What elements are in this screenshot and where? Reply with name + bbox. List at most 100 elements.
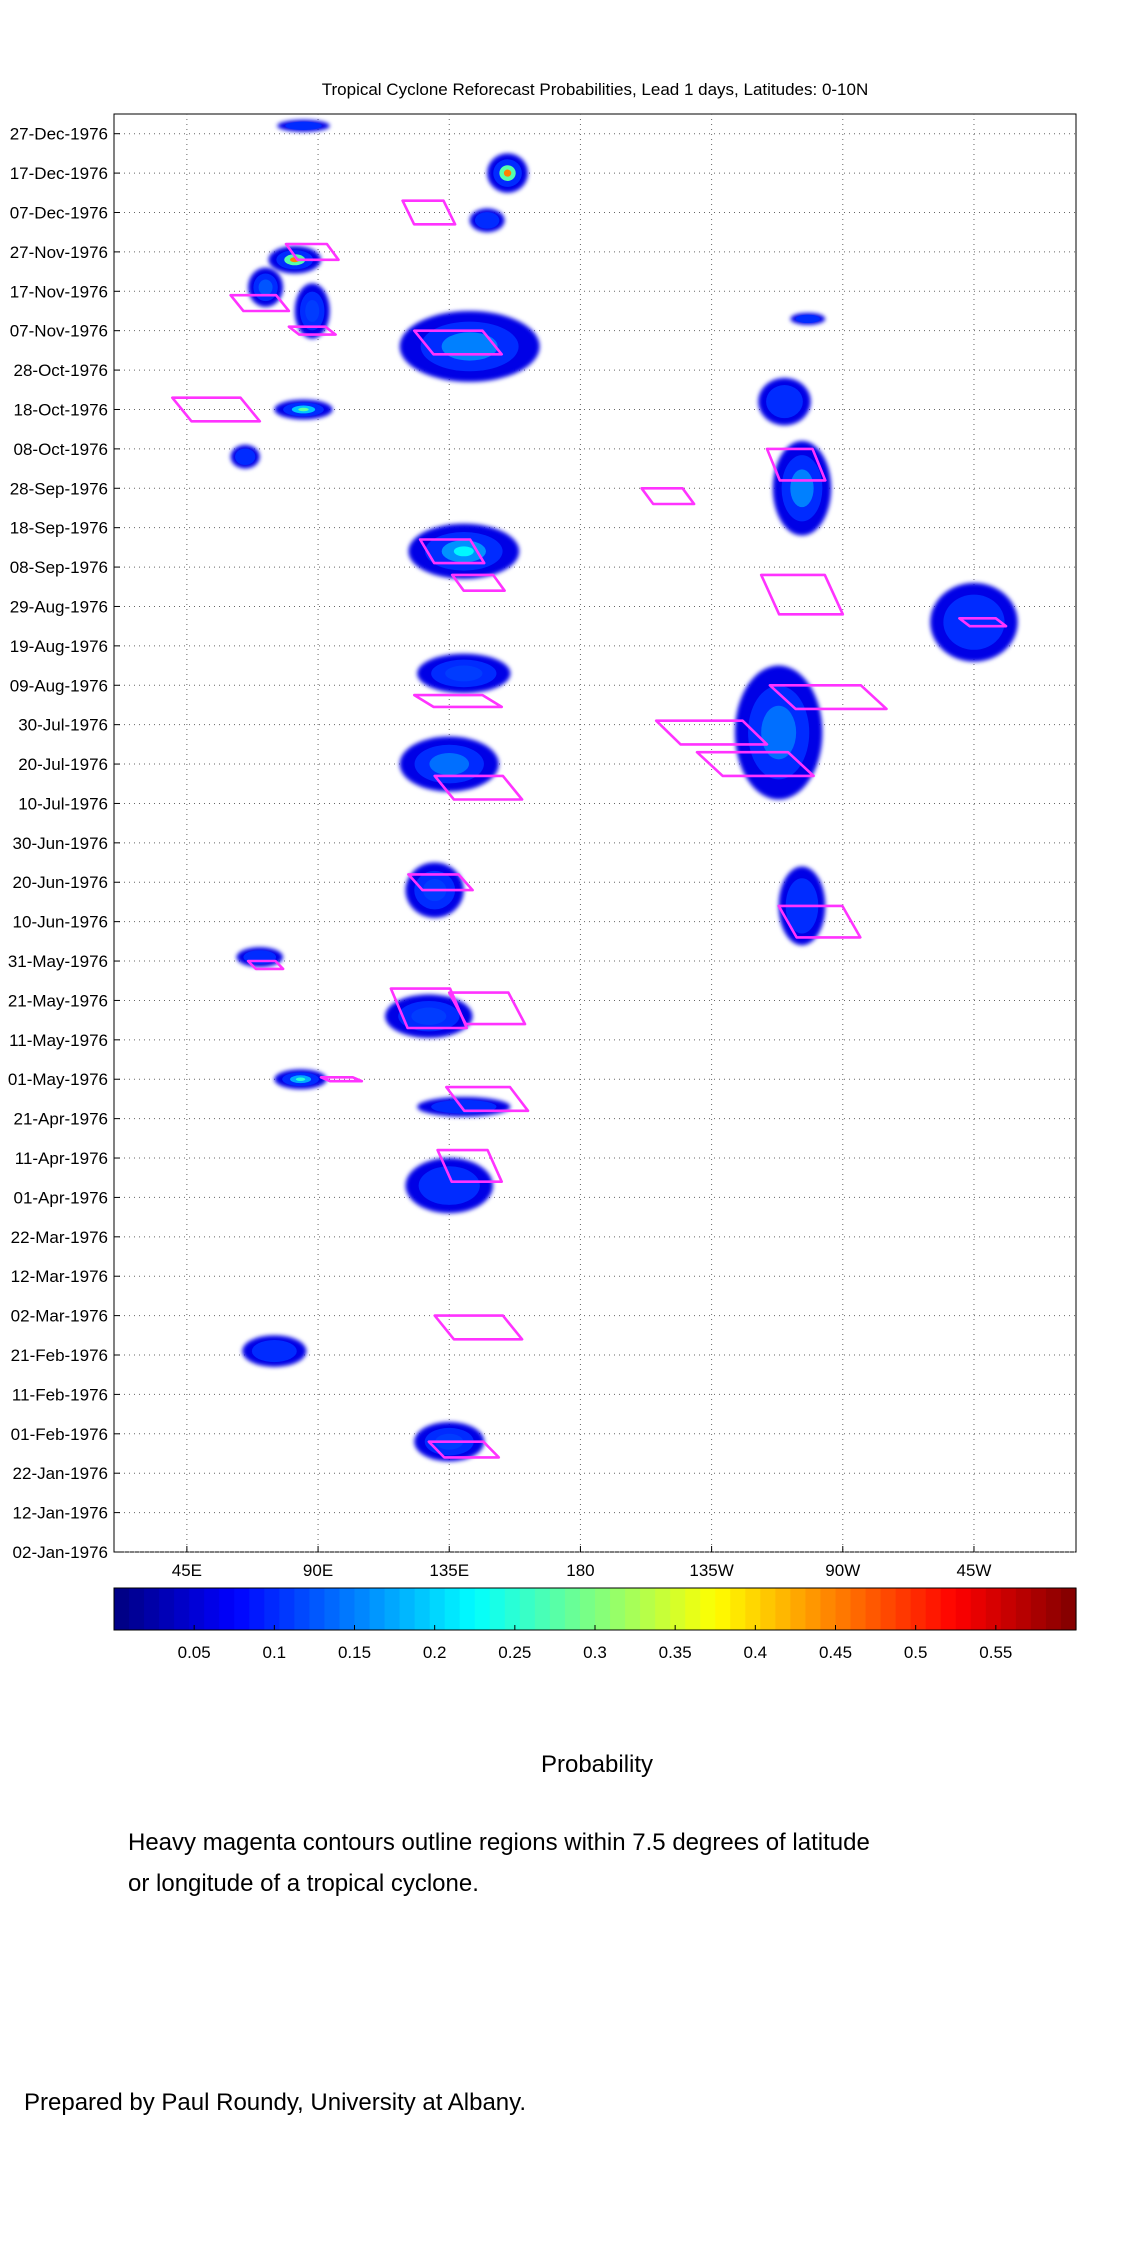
tc-contour: [765, 447, 827, 482]
probability-blob: [930, 582, 1018, 662]
y-tick-label: 11-Apr-1976: [15, 1149, 108, 1168]
colorbar-swatch: [249, 1588, 265, 1630]
y-tick-label: 22-Mar-1976: [11, 1228, 108, 1247]
y-tick-label: 17-Nov-1976: [10, 282, 108, 301]
colorbar-swatch: [324, 1588, 341, 1630]
colorbar-swatch: [384, 1588, 401, 1630]
blob-inner: [305, 299, 320, 323]
colorbar-swatch: [955, 1588, 972, 1630]
y-tick-label: 02-Mar-1976: [11, 1307, 108, 1326]
tc-contour: [768, 683, 888, 711]
probability-blob: [469, 208, 505, 233]
caption-line-2: or longitude of a tropical cyclone.: [128, 1870, 479, 1897]
y-tick-label: 01-Feb-1976: [11, 1425, 108, 1444]
colorbar-swatch: [850, 1588, 867, 1630]
tc-contour: [958, 616, 1008, 628]
probability-blob: [294, 283, 330, 339]
colorbar-tick-label: 0.15: [338, 1643, 371, 1662]
colorbar-swatch: [1015, 1588, 1032, 1630]
tc-contour: [433, 774, 524, 801]
colorbar-swatch: [159, 1588, 175, 1630]
colorbar-swatch: [970, 1588, 987, 1630]
x-tick-label: 135W: [689, 1561, 733, 1580]
x-tick-label: 180: [566, 1561, 594, 1580]
tc-contour: [229, 293, 291, 313]
colorbar: 0.05 0.1 0.15 0.2 0.25 0.3 0.35 0.4 0.45 0.5 0.55: [113, 1587, 1077, 1662]
colorbar-swatch: [174, 1588, 190, 1630]
blob-mid: [474, 212, 500, 229]
probability-blob: [268, 245, 321, 274]
plot-title: Tropical Cyclone Reforecast Probabilitie…: [322, 80, 869, 99]
colorbar-swatch: [534, 1588, 551, 1630]
colorbar-swatch: [414, 1588, 431, 1630]
colorbar-swatch: [564, 1588, 581, 1630]
colorbar-swatch: [640, 1588, 656, 1630]
colorbar-swatch: [189, 1588, 205, 1630]
tc-contour: [447, 991, 527, 1026]
x-tick-label: 135E: [429, 1561, 469, 1580]
blob-mid: [285, 121, 322, 130]
probability-blob: [274, 1069, 327, 1090]
tc-contour: [450, 573, 506, 593]
y-tick-label: 10-Jun-1976: [13, 913, 108, 932]
colorbar-tick-label: 0.5: [904, 1643, 928, 1662]
probability-blob: [758, 377, 811, 426]
colorbar-swatch: [940, 1588, 957, 1630]
blob-inner: [445, 665, 483, 682]
colorbar-swatch: [865, 1588, 882, 1630]
y-tick-label: 21-Apr-1976: [13, 1110, 108, 1129]
colorbar-swatch: [1045, 1588, 1062, 1630]
colorbar-swatch: [549, 1588, 566, 1630]
colorbar-swatch: [114, 1588, 130, 1630]
plot-area: [113, 113, 1077, 1553]
y-tick-label: 30-Jul-1976: [18, 716, 108, 735]
blob-inner: [761, 705, 797, 760]
tc-contour: [654, 719, 769, 746]
probability-blob: [385, 994, 473, 1038]
y-tick-label: 21-Feb-1976: [11, 1346, 108, 1365]
y-tick-label: 08-Oct-1976: [14, 440, 109, 459]
colorbar-tick-label: 0.3: [583, 1643, 607, 1662]
x-tick-label: 45W: [956, 1561, 991, 1580]
probability-blob: [274, 399, 333, 420]
y-tick-label: 07-Dec-1976: [10, 203, 108, 222]
y-tick-label: 20-Jul-1976: [18, 755, 108, 774]
y-tick-label: 21-May-1976: [8, 991, 108, 1010]
probability-blob: [236, 947, 284, 967]
colorbar-swatch: [760, 1588, 776, 1630]
colorbar-swatch: [730, 1588, 746, 1630]
probability-blob: [772, 440, 832, 536]
grid-lines: [114, 114, 1076, 1553]
tc-contour: [401, 199, 457, 226]
y-tick-label: 22-Jan-1976: [13, 1464, 108, 1483]
colorbar-swatch: [354, 1588, 371, 1630]
colorbar-swatch: [985, 1588, 1002, 1630]
y-tick-label: 31-May-1976: [8, 952, 108, 971]
y-tick-label: 07-Nov-1976: [10, 322, 108, 341]
tc-contour: [777, 904, 862, 939]
colorbar-swatch: [219, 1588, 235, 1630]
tc-contours: [171, 199, 1008, 1459]
blob-core: [503, 169, 512, 177]
y-tick-label: 09-Aug-1976: [10, 676, 108, 695]
colorbar-swatch: [399, 1588, 416, 1630]
colorbar-swatch: [820, 1588, 837, 1630]
colorbar-swatch: [685, 1588, 701, 1630]
colorbar-swatch: [264, 1588, 280, 1630]
colorbar-swatch: [234, 1588, 250, 1630]
blob-core: [298, 407, 309, 412]
colorbar-swatch: [595, 1588, 611, 1630]
tc-contour: [319, 1076, 364, 1083]
blob-mid: [251, 1340, 297, 1363]
colorbar-swatch: [429, 1588, 446, 1630]
probability-blob: [242, 1335, 307, 1367]
colorbar-swatch: [1030, 1588, 1047, 1630]
probability-blob: [230, 444, 260, 469]
blob-inner: [429, 753, 470, 776]
y-tick-label: 28-Oct-1976: [14, 361, 109, 380]
blob-mid: [795, 314, 821, 324]
blob-mid: [943, 594, 1005, 650]
y-tick-label: 12-Jan-1976: [13, 1504, 108, 1523]
tc-contour: [444, 1085, 530, 1113]
